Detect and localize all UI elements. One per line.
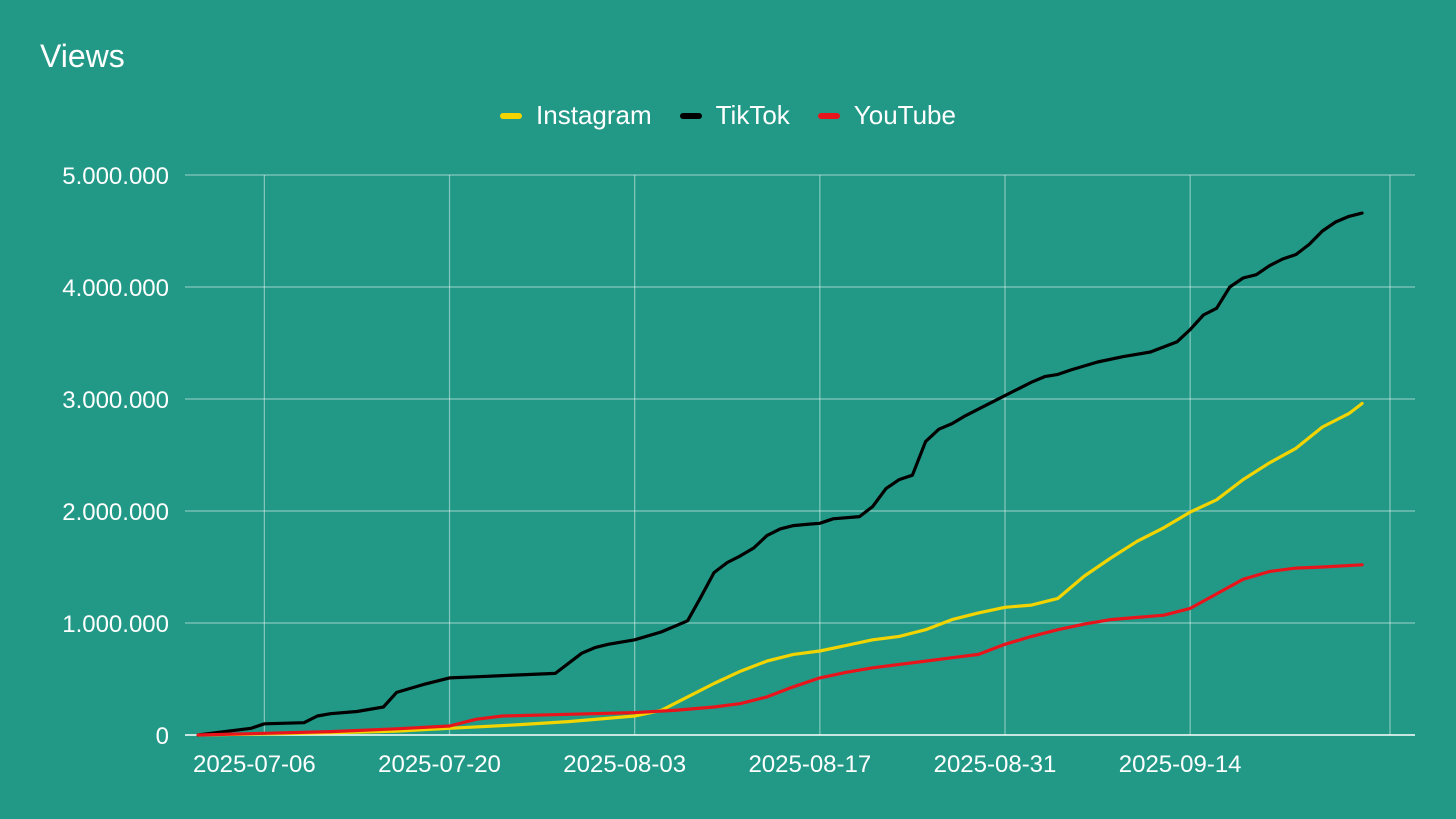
x-tick-label: 2025-07-20 xyxy=(378,751,501,778)
tick-labels: 0 1.000.000 2.000.000 3.000.000 4.000.000 5.0… xyxy=(62,163,1241,778)
y-tick-label: 2.000.000 xyxy=(62,499,169,526)
legend-label-youtube: YouTube xyxy=(853,100,956,130)
series-line-instagram xyxy=(196,401,1364,737)
legend-label-instagram: Instagram xyxy=(536,100,652,130)
x-tick-label: 2025-07-06 xyxy=(193,751,316,778)
legend-item-instagram[interactable]: Instagram xyxy=(500,100,652,131)
legend-item-youtube[interactable]: YouTube xyxy=(817,100,956,131)
x-tick-label: 2025-08-17 xyxy=(748,751,871,778)
legend-swatch-youtube xyxy=(817,112,840,119)
series-line-youtube xyxy=(196,563,1364,737)
series-layer xyxy=(196,211,1364,737)
y-tick-label: 0 xyxy=(156,723,169,750)
legend-swatch-instagram xyxy=(500,112,523,119)
y-tick-label: 5.000.000 xyxy=(62,163,169,190)
legend-label-tiktok: TikTok xyxy=(715,100,790,130)
x-tick-label: 2025-08-31 xyxy=(934,751,1057,778)
y-tick-label: 1.000.000 xyxy=(62,611,169,638)
grid-layer xyxy=(185,174,1415,735)
legend-swatch-tiktok xyxy=(679,112,702,119)
x-tick-label: 2025-09-14 xyxy=(1119,751,1242,778)
y-tick-label: 3.000.000 xyxy=(62,387,169,414)
y-tick-label: 4.000.000 xyxy=(62,275,169,302)
series-line-tiktok xyxy=(196,211,1364,737)
chart-legend: Instagram TikTok YouTube xyxy=(0,100,1456,131)
chart-title: Views xyxy=(40,38,125,74)
x-tick-label: 2025-08-03 xyxy=(563,751,686,778)
legend-item-tiktok[interactable]: TikTok xyxy=(679,100,790,131)
